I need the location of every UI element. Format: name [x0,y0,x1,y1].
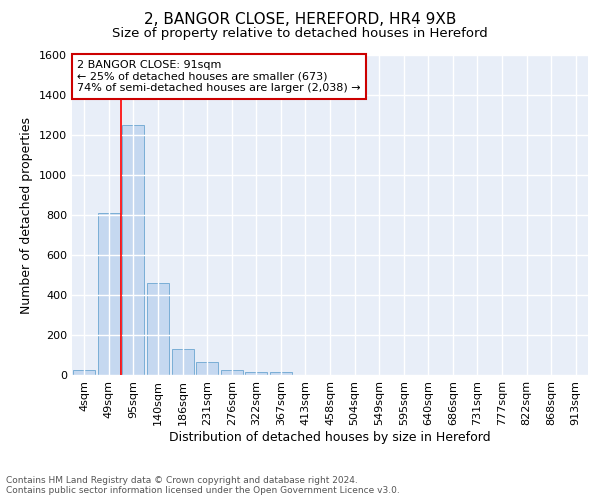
Bar [270,372,292,375]
Text: Contains HM Land Registry data © Crown copyright and database right 2024.
Contai: Contains HM Land Registry data © Crown c… [6,476,400,495]
Text: 2 BANGOR CLOSE: 91sqm
← 25% of detached houses are smaller (673)
74% of semi-det: 2 BANGOR CLOSE: 91sqm ← 25% of detached … [77,60,361,93]
Bar [172,349,194,375]
Bar [147,283,169,375]
Bar [98,213,120,375]
Y-axis label: Number of detached properties: Number of detached properties [20,116,34,314]
X-axis label: Distribution of detached houses by size in Hereford: Distribution of detached houses by size … [169,430,491,444]
Bar [122,125,145,375]
Text: Size of property relative to detached houses in Hereford: Size of property relative to detached ho… [112,28,488,40]
Bar [196,362,218,375]
Bar [245,372,268,375]
Bar [221,370,243,375]
Text: 2, BANGOR CLOSE, HEREFORD, HR4 9XB: 2, BANGOR CLOSE, HEREFORD, HR4 9XB [144,12,456,28]
Bar [73,370,95,375]
